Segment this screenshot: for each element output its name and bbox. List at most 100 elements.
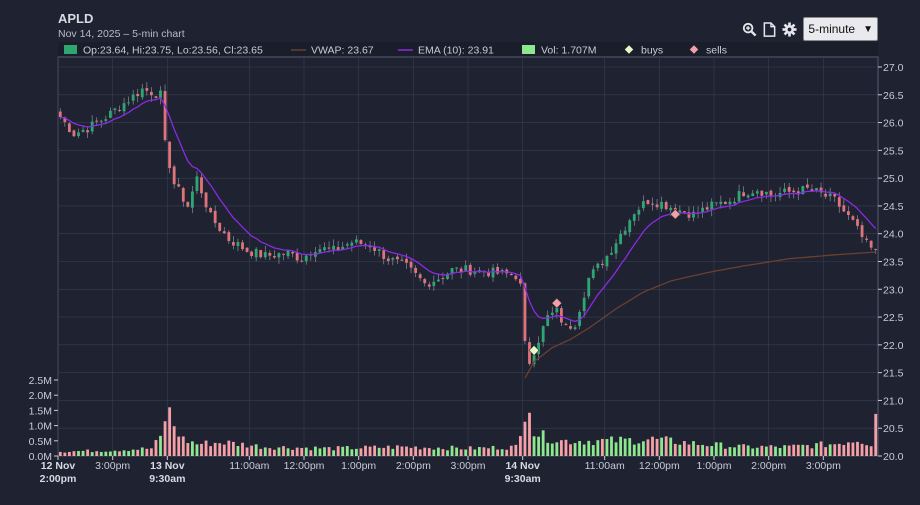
volume-bar: [600, 438, 604, 456]
candle-body: [687, 212, 691, 218]
price-tick-label: 23.0: [883, 284, 904, 296]
volume-bar: [742, 444, 746, 456]
volume-bar: [833, 444, 837, 456]
candle-body: [186, 201, 190, 207]
candle-body: [719, 201, 723, 205]
volume-tick-label: 1.5M: [29, 405, 52, 417]
candle-body: [714, 202, 718, 204]
volume-bar: [518, 436, 522, 456]
volume-bar: [610, 436, 613, 456]
candle-body: [272, 256, 276, 258]
volume-bar: [282, 446, 285, 456]
candle-body: [614, 243, 618, 254]
candle-body: [751, 193, 755, 197]
volume-bar: [204, 440, 208, 456]
volume-bar: [774, 446, 777, 456]
volume-bar: [368, 446, 372, 456]
volume-tick-label: 0.5M: [29, 436, 52, 448]
candle-body: [172, 166, 176, 185]
candle-body: [651, 203, 654, 205]
candle-body: [159, 90, 162, 98]
candle-body: [400, 259, 404, 261]
volume-bar: [737, 444, 741, 456]
candle-body: [181, 188, 185, 202]
volume-bar: [67, 451, 71, 456]
candle-body: [742, 192, 746, 197]
candle-body: [350, 242, 354, 246]
volume-bar: [728, 447, 732, 456]
volume-bar: [856, 441, 859, 456]
volume-bar: [395, 445, 399, 456]
candle-body: [514, 275, 518, 280]
magnifier-icon[interactable]: [741, 21, 757, 37]
time-tick-label: 12 Nov: [41, 460, 76, 472]
volume-bar: [541, 430, 545, 456]
volume-bar: [200, 443, 203, 456]
sell-marker: [669, 208, 681, 220]
volume-bar: [108, 451, 112, 456]
candle-body: [801, 185, 805, 195]
candle-body: [710, 201, 714, 210]
volume-bar: [436, 447, 440, 456]
candle-body: [168, 141, 172, 169]
candle-body: [259, 250, 263, 258]
volume-bar: [254, 444, 258, 456]
volume-bar: [787, 445, 791, 456]
volume-bar: [837, 443, 841, 456]
candle-body: [336, 247, 340, 251]
volume-bar: [655, 438, 659, 456]
candle-body: [728, 201, 732, 205]
volume-bar: [723, 448, 727, 456]
candle-body: [209, 208, 213, 213]
candle-body: [291, 252, 295, 254]
document-icon[interactable]: [761, 21, 777, 37]
volume-bar: [810, 448, 814, 456]
candle-body: [792, 190, 796, 193]
chart-toolbar: 5-minute ▼: [741, 17, 878, 41]
volume-bar: [550, 443, 554, 456]
candle-body: [418, 274, 422, 279]
volume-bar: [496, 449, 500, 456]
candle-body: [874, 248, 878, 250]
candle-body: [354, 239, 358, 243]
volume-bar: [614, 442, 618, 456]
candle-body: [386, 258, 390, 262]
candle-body: [783, 188, 787, 192]
candle-body: [550, 312, 554, 316]
volume-bar: [559, 440, 563, 456]
candle-body: [669, 207, 673, 211]
volume-bar: [801, 444, 805, 456]
price-tick-label: 23.5: [883, 257, 904, 269]
gear-icon[interactable]: [781, 21, 797, 37]
volume-bar: [245, 447, 249, 456]
volume-bar: [710, 446, 714, 456]
volume-bar: [755, 447, 759, 456]
candle-body: [58, 111, 62, 118]
candle-body: [177, 184, 181, 187]
volume-bar: [468, 446, 472, 456]
volume-bar: [336, 446, 340, 456]
volume-bars: [58, 407, 878, 456]
candle-body: [190, 191, 194, 208]
candle-body: [532, 355, 536, 365]
volume-bar: [181, 436, 185, 456]
candle-body: [86, 130, 90, 133]
volume-bar: [81, 450, 85, 456]
volume-bar: [423, 447, 427, 456]
interval-select[interactable]: 5-minute ▼: [803, 17, 878, 41]
candle-body: [341, 246, 345, 250]
candle-body: [118, 109, 121, 111]
candle-body: [569, 326, 572, 329]
chart-legend: Op:23.64, Hi:23.75, Lo:23.56, Cl:23.65 V…: [58, 42, 878, 57]
candle-body: [819, 187, 823, 193]
candle-body: [77, 132, 80, 137]
volume-bar: [569, 444, 572, 456]
volume-bar: [414, 446, 418, 456]
candle-body: [851, 216, 855, 220]
legend-sells: sells: [706, 45, 727, 57]
candle-body: [332, 245, 336, 250]
candle-body: [405, 258, 408, 263]
candle-body: [131, 94, 135, 101]
candle-body: [432, 281, 436, 286]
